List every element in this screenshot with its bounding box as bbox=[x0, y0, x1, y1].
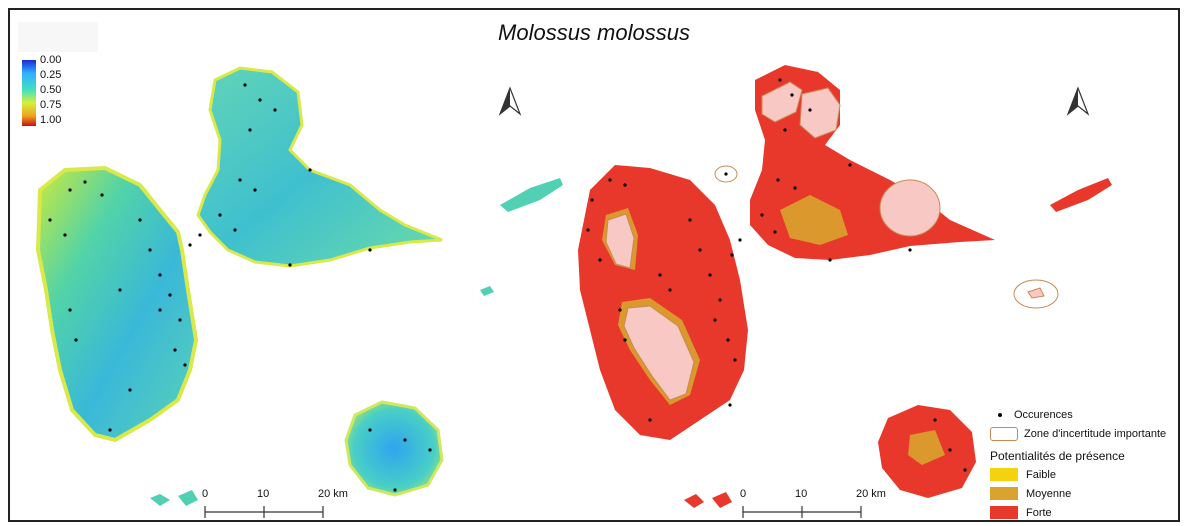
scalebar-left-label: 0 bbox=[202, 488, 209, 500]
occurrence-dot-icon bbox=[998, 412, 1002, 417]
uncertainty-zones bbox=[605, 81, 1059, 401]
colorbar bbox=[22, 60, 36, 126]
legend-occurrences-label: Occurences bbox=[1014, 408, 1073, 421]
scalebar-right-label: 10 bbox=[795, 488, 808, 500]
legend-class-label: Faible bbox=[1026, 468, 1056, 481]
marie-galante-island bbox=[344, 400, 444, 497]
moyenne-swatch bbox=[990, 487, 1018, 500]
basse-terre-island-classified bbox=[578, 165, 748, 440]
maps-svg bbox=[18, 22, 1112, 518]
petite-terre-island bbox=[480, 286, 494, 296]
scalebar-right bbox=[742, 506, 862, 518]
uncertainty-zone-icon bbox=[990, 426, 1018, 441]
desirade-island bbox=[500, 178, 563, 212]
legend-class-forte: Forte bbox=[990, 503, 1178, 520]
colorbar-box bbox=[18, 22, 98, 52]
desirade-island-classified bbox=[1050, 178, 1112, 212]
legend-potential-title: Potentialités de présence bbox=[990, 449, 1125, 463]
legend-occurrences: Occurences bbox=[990, 405, 1178, 424]
les-saintes-islands bbox=[150, 490, 198, 506]
scalebar-left-label: 20 km bbox=[318, 488, 348, 500]
figure-frame: Molossus molossus 0.00 0.25 0.50 0.75 1.… bbox=[8, 8, 1180, 522]
colorbar-tick: 0.75 bbox=[40, 99, 62, 111]
legend-class-label: Forte bbox=[1026, 506, 1052, 519]
scalebar-right-label: 0 bbox=[740, 488, 747, 500]
left-map bbox=[18, 22, 563, 518]
scalebar-left-label: 10 bbox=[257, 488, 270, 500]
faible-swatch bbox=[990, 468, 1018, 481]
colorbar-tick: 0.50 bbox=[40, 84, 62, 96]
legend-class-faible: Faible bbox=[990, 465, 1178, 484]
occurrence-points-left bbox=[48, 83, 432, 492]
occurrence-points-right bbox=[586, 78, 967, 472]
legend-class-label: Moyenne bbox=[1026, 487, 1072, 500]
north-arrow-icon bbox=[498, 86, 522, 116]
north-arrow-icon bbox=[1066, 86, 1090, 116]
legend-uncertainty: Zone d'incertitude importante bbox=[990, 424, 1178, 443]
scalebar-right-label: 20 km bbox=[856, 488, 886, 500]
forte-swatch bbox=[990, 506, 1018, 519]
colorbar-tick: 0.00 bbox=[40, 54, 62, 66]
grande-terre-island bbox=[196, 66, 443, 268]
colorbar-tick: 0.25 bbox=[40, 69, 62, 81]
legend-uncertainty-label: Zone d'incertitude importante bbox=[1024, 427, 1167, 440]
figure-title: Molossus molossus bbox=[498, 20, 690, 45]
scalebar-left bbox=[204, 506, 324, 518]
legend-class-moyenne: Moyenne bbox=[990, 484, 1178, 503]
colorbar-tick: 1.00 bbox=[40, 114, 62, 126]
right-map bbox=[578, 65, 1112, 518]
map-legend: Occurences Zone d'incertitude importante… bbox=[990, 405, 1178, 520]
les-saintes-islands-classified bbox=[684, 492, 732, 508]
basse-terre-island bbox=[35, 165, 199, 443]
